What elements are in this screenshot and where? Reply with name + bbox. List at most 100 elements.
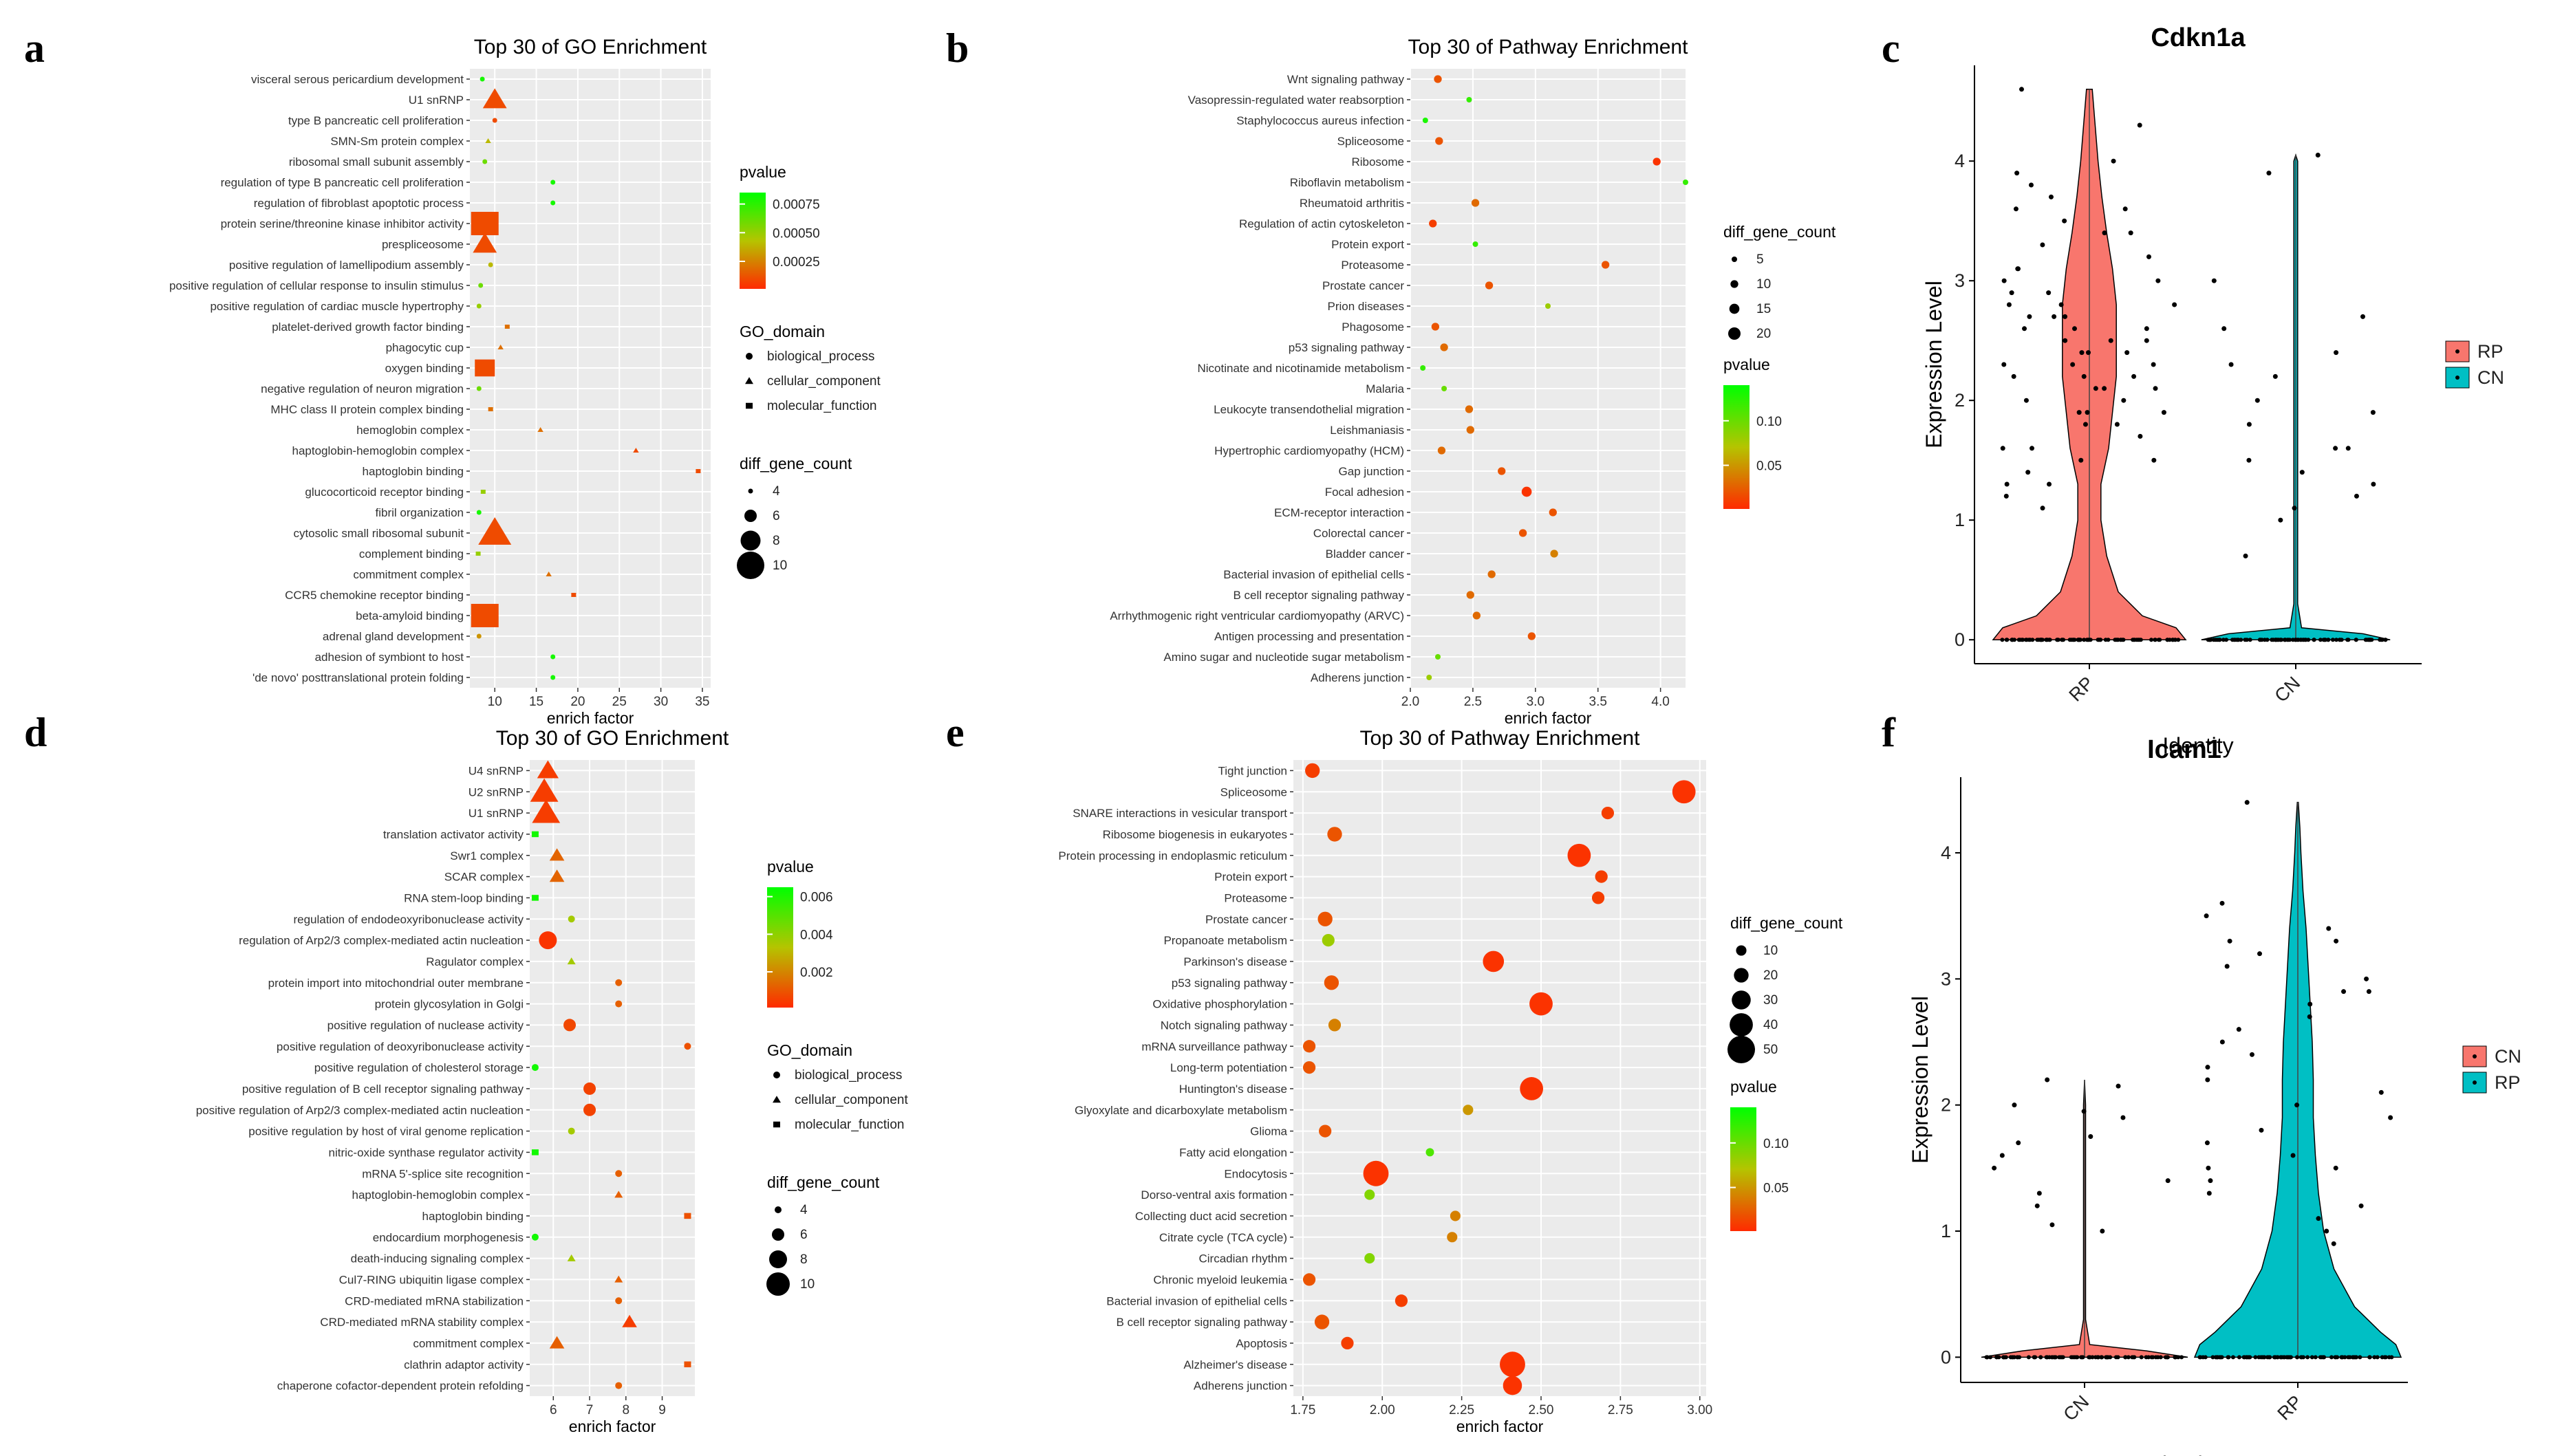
size-legend-key	[744, 510, 757, 522]
y-tick-label: 3	[1941, 968, 1951, 989]
data-point	[549, 848, 565, 861]
data-point	[2144, 338, 2149, 343]
data-point	[2366, 989, 2371, 995]
term-label: Ribosome	[1351, 155, 1404, 169]
term-label: glucocorticoid receptor binding	[305, 486, 464, 499]
term-label: Citrate cycle (TCA cycle)	[1159, 1231, 1287, 1244]
data-point	[2208, 1178, 2213, 1184]
zero-point	[2213, 638, 2218, 642]
term-label: Spliceosome	[1337, 135, 1404, 148]
data-point	[2028, 182, 2034, 188]
data-point	[485, 138, 491, 143]
term-label: positive regulation of cardiac muscle hy…	[210, 300, 464, 313]
zero-point	[2045, 1355, 2049, 1360]
zero-point	[2017, 1355, 2022, 1360]
size-legend-key	[769, 1250, 787, 1268]
data-point	[473, 232, 497, 253]
data-point	[2019, 87, 2024, 92]
size-legend-label: 8	[773, 534, 780, 548]
domain-legend-label: cellular_component	[795, 1093, 908, 1107]
data-point	[633, 447, 639, 453]
domain-legend-label: cellular_component	[767, 374, 881, 389]
term-label: adrenal gland development	[323, 630, 464, 643]
data-point	[2204, 913, 2209, 919]
term-label: ECM-receptor interaction	[1274, 506, 1404, 519]
zero-point	[2275, 1355, 2280, 1360]
data-point	[1567, 843, 1591, 867]
pvalue-colorbar	[1730, 1107, 1756, 1231]
data-point	[2307, 1014, 2312, 1019]
term-label: Alzheimer's disease	[1183, 1358, 1287, 1371]
data-point	[539, 931, 557, 950]
data-point	[531, 895, 539, 901]
data-point	[2079, 350, 2085, 356]
x-axis-title: Identity	[2149, 1452, 2219, 1456]
data-point	[2334, 938, 2339, 944]
data-point	[622, 1314, 637, 1327]
x-axis-title: Identity	[2162, 733, 2233, 758]
zero-point	[2035, 638, 2040, 642]
zero-point	[2163, 1355, 2168, 1360]
data-point	[1440, 343, 1448, 351]
term-label: phagocytic cup	[386, 341, 464, 354]
data-point	[2219, 900, 2225, 906]
data-point	[568, 1127, 575, 1135]
term-label: commitment complex	[413, 1337, 524, 1350]
zero-point	[2253, 1355, 2258, 1360]
zero-point	[2224, 638, 2228, 642]
panel-f-icam1-violin: f Icam1 0 1 2 3 4 Expression Level Identity CN RP C…	[1882, 710, 2521, 1456]
term-label: positive regulation of cellular response…	[169, 279, 464, 292]
data-point	[1485, 281, 1494, 290]
term-label: Ragulator complex	[426, 955, 524, 968]
zero-point	[2383, 1355, 2388, 1360]
term-label: oxygen binding	[385, 362, 464, 375]
zero-point	[2074, 1355, 2079, 1360]
term-label: Colorectal cancer	[1313, 527, 1405, 540]
x-tick-label: 25	[612, 695, 627, 709]
data-point	[2071, 326, 2077, 332]
data-point	[549, 869, 565, 882]
zero-point	[2257, 1355, 2261, 1360]
zero-point	[2215, 1355, 2220, 1360]
data-point	[2278, 517, 2283, 523]
term-label: Bacterial invasion of epithelial cells	[1223, 568, 1404, 581]
data-point	[2324, 1228, 2329, 1234]
size-legend-key	[1734, 968, 1749, 983]
data-point	[478, 283, 484, 288]
data-point	[1601, 261, 1610, 269]
term-label: positive regulation of cholesterol stora…	[314, 1061, 524, 1074]
data-point	[2341, 989, 2347, 995]
data-point	[2334, 350, 2339, 356]
term-label: beta-amyloid binding	[356, 609, 464, 622]
data-point	[2047, 481, 2052, 487]
data-point	[1683, 180, 1688, 185]
data-point	[1450, 1210, 1461, 1221]
term-label: Collecting duct acid secretion	[1135, 1210, 1287, 1223]
term-label: Oxidative phosphorylation	[1152, 998, 1287, 1011]
pvalue-legend-title: pvalue	[740, 163, 786, 181]
data-point	[2081, 1109, 2087, 1114]
zero-point	[2338, 638, 2343, 642]
zero-point	[2290, 638, 2295, 642]
zero-point	[2372, 1355, 2377, 1360]
legend-label: CN	[2495, 1046, 2521, 1067]
zero-point	[2334, 638, 2339, 642]
zero-point	[2330, 638, 2335, 642]
data-point	[2082, 422, 2088, 427]
zero-point	[2157, 638, 2162, 642]
domain-legend-label: biological_process	[767, 349, 874, 364]
legend-key-dot	[2455, 376, 2459, 380]
data-point	[2333, 1165, 2338, 1171]
zero-point	[2099, 1355, 2104, 1360]
data-point	[2058, 302, 2064, 307]
zero-point	[2248, 638, 2252, 642]
term-label: haptoglobin binding	[363, 465, 464, 478]
zero-point	[2096, 1355, 2100, 1360]
term-label: Proteasome	[1224, 891, 1287, 904]
zero-point	[2380, 1355, 2385, 1360]
data-point	[550, 654, 556, 660]
data-point	[1363, 1160, 1389, 1186]
colorbar-tick-label: 0.006	[800, 891, 833, 905]
data-point	[2204, 1140, 2210, 1146]
